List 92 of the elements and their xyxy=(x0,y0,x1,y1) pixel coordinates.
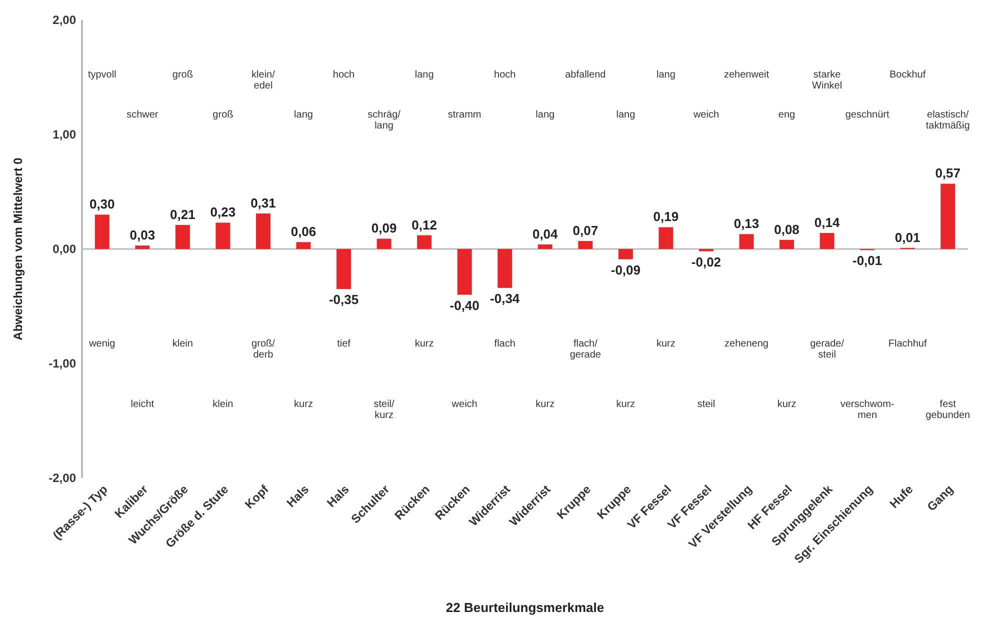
bar xyxy=(658,227,674,249)
annotation: hoch xyxy=(332,69,355,80)
annotation: weich xyxy=(450,399,478,410)
data-label: 0,07 xyxy=(572,222,598,238)
annotation: steil xyxy=(697,399,716,410)
data-label: -0,01 xyxy=(852,253,882,268)
annotation: verschwom- men xyxy=(840,399,894,422)
data-label: 0,13 xyxy=(734,216,760,232)
data-label: 0,06 xyxy=(290,224,316,240)
data-label: -0,02 xyxy=(691,254,722,270)
data-label: -0,09 xyxy=(610,262,640,278)
annotation: elastisch/ taktmäßig xyxy=(926,109,970,132)
annotation: klein xyxy=(212,399,234,410)
y-tick-label: 0,00 xyxy=(52,242,76,256)
annotation: geschnürt xyxy=(845,109,890,120)
annotation: Flachhuf xyxy=(888,338,927,350)
data-label: 0,23 xyxy=(210,204,236,220)
annotation: tief xyxy=(337,338,351,350)
data-label: 0,19 xyxy=(653,209,679,224)
bar xyxy=(135,246,150,249)
bar xyxy=(216,222,230,249)
data-label: -0,35 xyxy=(328,292,359,308)
annotation: schwer xyxy=(126,109,159,120)
data-label: 0,03 xyxy=(130,228,156,243)
bar xyxy=(256,214,270,249)
bar xyxy=(296,242,311,249)
annotation: starke Winkel xyxy=(812,69,842,92)
bar xyxy=(618,249,633,260)
bar xyxy=(780,240,794,249)
bar xyxy=(578,240,593,249)
bar xyxy=(336,249,352,290)
bar xyxy=(498,249,512,288)
data-label: 0,01 xyxy=(894,230,920,245)
annotation: lang xyxy=(294,109,313,120)
annotation: groß/ derb xyxy=(252,338,276,360)
bar xyxy=(417,235,432,249)
annotation: typvoll xyxy=(88,69,116,80)
annotation: zehenweit xyxy=(724,69,770,80)
annotation: abfallend xyxy=(565,69,606,80)
annotation: kurz xyxy=(536,399,555,410)
annotation: weich xyxy=(692,109,720,120)
data-label: 0,04 xyxy=(532,226,559,242)
annotation: kurz xyxy=(414,338,434,350)
data-label: 0,31 xyxy=(250,196,276,211)
x-axis-title: 22 Beurteilungsmerkmale xyxy=(446,600,604,615)
annotation: zeheneng xyxy=(724,338,768,350)
annotation: stramm xyxy=(448,109,482,120)
annotation: wenig xyxy=(88,338,116,350)
annotation: hoch xyxy=(494,69,516,80)
data-label: -0,34 xyxy=(490,290,520,306)
annotation: kurz xyxy=(616,399,636,410)
annotation: klein xyxy=(172,338,193,350)
data-label: 0,12 xyxy=(412,217,437,232)
annotation: klein/ edel xyxy=(252,69,276,92)
bar xyxy=(739,234,754,249)
y-tick-label: 2,00 xyxy=(52,13,76,28)
annotation: groß xyxy=(212,109,234,120)
annotation: schräg/ lang xyxy=(368,109,401,132)
annotation: kurz xyxy=(777,399,796,410)
y-tick-label: -2,00 xyxy=(48,471,76,486)
annotation: kurz xyxy=(656,338,676,350)
bar xyxy=(538,244,552,249)
y-axis-title: Abweichungen vom Mittelwert 0 xyxy=(11,157,25,340)
data-label: 0,21 xyxy=(170,206,196,222)
annotation: groß xyxy=(172,69,193,80)
y-tick-label: -1,00 xyxy=(48,356,76,371)
data-label: 0,09 xyxy=(371,220,397,236)
bar xyxy=(94,214,110,249)
bar xyxy=(457,249,472,295)
annotation: kurz xyxy=(294,399,313,410)
data-label: 0,14 xyxy=(814,214,840,230)
annotation: lang xyxy=(656,69,676,80)
data-label: -0,40 xyxy=(450,298,480,313)
bar xyxy=(175,224,190,249)
annotation: lang xyxy=(536,109,555,120)
annotation: eng xyxy=(778,109,796,120)
y-tick-label: 1,00 xyxy=(52,128,76,142)
data-label: 0,57 xyxy=(935,166,961,181)
annotation: leicht xyxy=(130,399,154,410)
bar xyxy=(376,238,392,249)
annotation: steil/ kurz xyxy=(374,399,395,422)
annotation: lang xyxy=(616,109,636,120)
annotation: gerade/ steil xyxy=(810,338,844,360)
bar xyxy=(820,232,834,249)
data-label: 0,08 xyxy=(774,222,800,237)
annotation: fest gebunden xyxy=(926,399,970,422)
data-label: 0,30 xyxy=(89,196,115,212)
annotation: Bockhuf xyxy=(890,69,926,80)
annotation: lang xyxy=(414,69,434,80)
annotation: flach xyxy=(494,338,516,350)
annotation: flach/ gerade xyxy=(570,338,602,360)
bar xyxy=(940,184,956,249)
